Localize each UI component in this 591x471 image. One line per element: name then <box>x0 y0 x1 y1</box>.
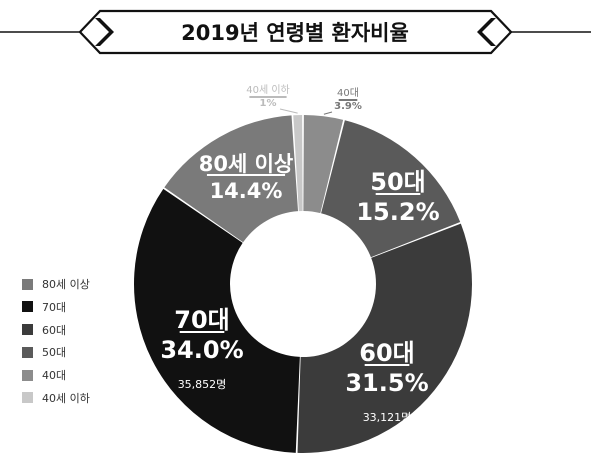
legend-label: 80세 이상 <box>42 278 90 291</box>
legend-label: 60대 <box>42 323 67 337</box>
legend-item-40대: 40대 <box>22 367 90 383</box>
slice-label-40대: 40대 <box>337 87 359 99</box>
slice-label-40대-leader <box>323 111 333 115</box>
legend-label: 40대 <box>42 369 67 383</box>
slice-label-60대-count: 33,121명 <box>363 411 412 424</box>
legend-item-70대: 70대 <box>22 299 90 315</box>
slice-label-40대-percent: 3.9% <box>334 101 362 112</box>
slice-40대 <box>303 115 344 214</box>
legend-swatch <box>22 369 33 381</box>
legend-swatch <box>22 324 33 336</box>
slice-label-40세-이하-leader <box>279 108 298 114</box>
slice-50대 <box>321 120 461 258</box>
title-banner-shape <box>78 9 513 55</box>
legend: 80세 이상 70대 60대 50대 40대 40세 이하 <box>22 276 90 413</box>
legend-item-50대: 50대 <box>22 344 90 360</box>
slice-60대 <box>297 223 473 454</box>
slice-label-60대-percent: 31.5% <box>345 369 428 397</box>
donut-slices <box>133 115 473 454</box>
slice-label-80세-이상-percent: 14.4% <box>210 179 283 203</box>
chart-title: 2019년 연령별 환자비율 <box>181 21 409 45</box>
legend-item-60대: 60대 <box>22 322 90 338</box>
slice-label-40세-이하-percent: 1% <box>260 98 277 109</box>
slice-40세-이하 <box>293 115 303 212</box>
slice-70대 <box>133 188 300 453</box>
slice-label-60대: 60대 <box>359 339 414 367</box>
legend-label: 70대 <box>42 300 67 314</box>
legend-item-80세-이상: 80세 이상 <box>22 276 90 292</box>
legend-swatch <box>22 278 33 290</box>
slice-80세-이상 <box>164 115 299 243</box>
slice-label-70대-percent: 34.0% <box>160 336 243 364</box>
slice-label-70대-count: 35,852명 <box>178 378 227 391</box>
legend-label: 40세 이하 <box>42 391 90 405</box>
slice-label-50대-percent: 15.2% <box>356 198 439 226</box>
title-banner: 2019년 연령별 환자비율 <box>0 9 591 55</box>
legend-label: 50대 <box>42 346 67 360</box>
slice-label-40세-이하: 40세 이하 <box>246 83 290 96</box>
slice-label-80세-이상: 80세 이상 <box>199 152 294 176</box>
legend-swatch <box>22 346 33 358</box>
slice-label-70대: 70대 <box>174 306 229 334</box>
legend-swatch <box>22 392 33 404</box>
legend-item-40세-이하: 40세 이하 <box>22 390 90 406</box>
slice-label-50대: 50대 <box>370 168 425 196</box>
legend-swatch <box>22 301 33 313</box>
